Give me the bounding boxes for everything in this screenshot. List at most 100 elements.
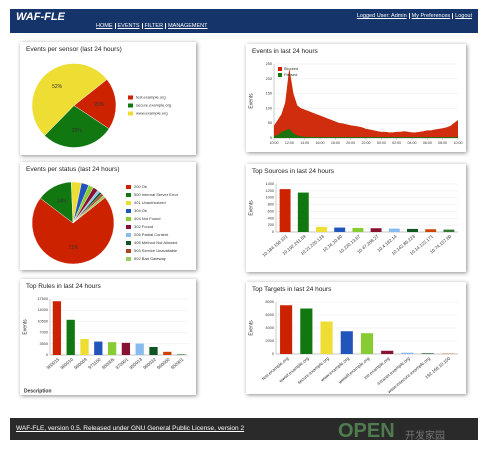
logo[interactable]: WAF-FLE bbox=[16, 11, 65, 23]
y-tick-label: 10500 bbox=[37, 319, 48, 323]
y-tick-label: 6000 bbox=[266, 313, 274, 317]
y-tick-label: 17500 bbox=[37, 297, 48, 301]
x-tick-label: 970901 bbox=[115, 357, 130, 371]
y-tick-label: 800 bbox=[268, 203, 274, 207]
legend-swatch bbox=[278, 67, 282, 71]
legend-label: Blocked bbox=[284, 66, 298, 71]
watermark: 开发家园 bbox=[405, 431, 445, 442]
x-tick-label: 06:00 bbox=[423, 141, 432, 145]
bar bbox=[334, 227, 346, 232]
bar bbox=[121, 342, 131, 355]
pie-slice bbox=[73, 79, 117, 129]
bar bbox=[52, 301, 62, 355]
bar bbox=[320, 321, 333, 354]
x-tick-label: 14:00 bbox=[300, 141, 309, 145]
pie-slice bbox=[72, 195, 106, 224]
header: WAF-FLE HOME EVENTS FILTER MANAGEMENT Lo… bbox=[10, 9, 478, 33]
y-tick-label: 0 bbox=[270, 136, 272, 140]
chart-panel: Top Sources in last 24 hours 0 200 400 600 80… bbox=[246, 164, 466, 272]
x-tick-label: 960015 bbox=[46, 357, 61, 371]
x-tick-label: 02:00 bbox=[392, 141, 401, 145]
bar bbox=[340, 331, 353, 354]
legend-swatch bbox=[126, 217, 131, 221]
user-link[interactable]: My Preferences bbox=[408, 13, 453, 19]
legend-swatch bbox=[128, 111, 133, 116]
nav: HOME EVENTS FILTER MANAGEMENT bbox=[94, 23, 209, 29]
x-tick-label: 950901 bbox=[170, 357, 185, 371]
bar bbox=[280, 305, 293, 354]
legend-label: Passed bbox=[284, 72, 297, 77]
legend-swatch bbox=[128, 95, 133, 100]
footer-text[interactable]: WAF-FLE, version 0.5. Released under GNU… bbox=[16, 425, 245, 432]
chart-title: Events per sensor (last 24 hours) bbox=[26, 46, 122, 53]
x-tick-label: 22:00 bbox=[362, 141, 371, 145]
y-tick-label: 400 bbox=[268, 216, 274, 220]
bar bbox=[407, 228, 418, 232]
x-tick-label: 971150 bbox=[87, 357, 102, 371]
x-tick-label: 950005 bbox=[101, 357, 116, 371]
legend-label: 304 Ok bbox=[134, 208, 147, 213]
y-tick-label: 2000 bbox=[266, 339, 274, 343]
bar bbox=[297, 192, 309, 232]
bar bbox=[300, 308, 313, 354]
x-tick-label: 960032 bbox=[142, 357, 157, 371]
x-tick-label: 10:00 bbox=[270, 141, 279, 145]
x-tick-label: 960000 bbox=[156, 357, 171, 371]
y-tick-label: 14000 bbox=[37, 308, 48, 312]
x-tick-label: 18:00 bbox=[331, 141, 340, 145]
chart-panel: Top Targets in last 24 hours 0 2000 4000 600… bbox=[246, 282, 466, 394]
chart-title: Top Targets in last 24 hours bbox=[252, 286, 332, 293]
legend-swatch bbox=[126, 257, 131, 261]
slice-label: 20% bbox=[94, 102, 105, 108]
chart-title: Top Rules in last 24 hours bbox=[26, 283, 101, 290]
legend-swatch bbox=[278, 73, 282, 77]
footer: WAF-FLE, version 0.5. Released under GNU… bbox=[10, 418, 478, 440]
nav-link[interactable]: FILTER bbox=[141, 23, 166, 29]
legend-label: 500 Internal Server Error bbox=[134, 192, 179, 197]
legend-label: 404 Not Found bbox=[134, 216, 160, 221]
y-tick-label: 7000 bbox=[40, 331, 48, 335]
nav-link[interactable]: HOME bbox=[96, 23, 113, 29]
legend-swatch bbox=[126, 233, 131, 237]
x-tick-label: 12:00 bbox=[285, 141, 294, 145]
bar bbox=[360, 333, 374, 354]
bar bbox=[370, 228, 382, 232]
x-tick-label: 10:00 bbox=[454, 141, 463, 145]
legend-swatch bbox=[128, 103, 133, 108]
x-tick-label: 950913 bbox=[128, 357, 143, 371]
bar bbox=[80, 339, 89, 355]
series-line bbox=[273, 128, 458, 138]
user-bar: Logged User: Admin My Preferences Logout bbox=[355, 13, 474, 19]
y-tick-label: 250 bbox=[266, 62, 272, 66]
pie-slice bbox=[44, 105, 110, 148]
chart: 20% 28% 52% test.example.org secure.example.… bbox=[31, 63, 171, 148]
y-axis-label: Events bbox=[248, 200, 254, 216]
chart-title: Events in last 24 hours bbox=[252, 48, 318, 55]
nav-link[interactable]: EVENTS bbox=[114, 23, 142, 29]
legend-label: 503 Service Unavailable bbox=[134, 248, 178, 253]
y-tick-label: 50 bbox=[268, 121, 272, 125]
chart: 0 50 100 150 200 250 Events 10:00 12:00 14:00 16:0… bbox=[248, 62, 463, 145]
nav-link[interactable]: MANAGEMENT bbox=[165, 23, 209, 29]
x-tick-label: 00:00 bbox=[377, 141, 386, 145]
watermark: OPEN bbox=[338, 420, 395, 442]
bar bbox=[352, 227, 364, 232]
slice-label: 71% bbox=[68, 245, 79, 251]
chart-panel: Events in last 24 hours 0 50 100 150 200 250 Ev… bbox=[246, 44, 466, 152]
bar bbox=[107, 342, 117, 355]
y-tick-label: 1200 bbox=[266, 189, 274, 193]
y-tick-label: 3500 bbox=[40, 342, 48, 346]
user-info: Logged User: Admin bbox=[356, 13, 407, 19]
bar bbox=[316, 226, 327, 232]
legend-swatch bbox=[126, 225, 131, 229]
legend-swatch bbox=[126, 241, 131, 245]
chart-panel: Events per status (last 24 hours) 71% 14% 2… bbox=[20, 162, 196, 270]
x-tick-label: 20:00 bbox=[346, 141, 355, 145]
slice-label: 14% bbox=[57, 199, 68, 205]
bar bbox=[425, 229, 437, 232]
bar bbox=[176, 354, 186, 355]
legend-swatch bbox=[126, 185, 131, 189]
user-link[interactable]: Logout bbox=[452, 13, 474, 19]
legend-swatch bbox=[126, 201, 131, 205]
